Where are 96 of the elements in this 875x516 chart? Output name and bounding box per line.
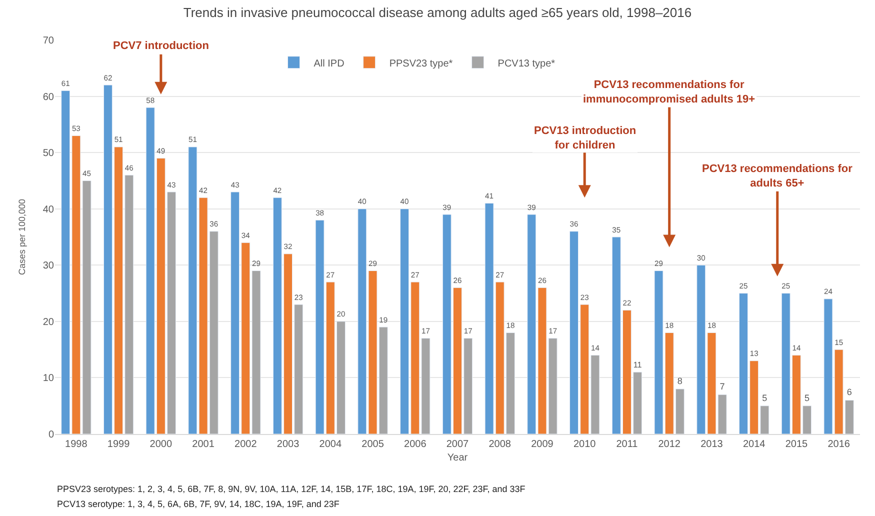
data-label: 23 (580, 292, 589, 302)
y-tick-label: 30 (42, 260, 54, 272)
data-label: 18 (506, 320, 515, 330)
data-label: 42 (199, 186, 208, 195)
y-tick-label: 40 (42, 204, 54, 216)
data-label: 8 (677, 376, 682, 386)
x-tick-label: 2015 (785, 439, 808, 450)
data-label: 23 (294, 292, 303, 302)
data-label: 20 (336, 310, 346, 319)
x-tick-label: 2009 (531, 439, 554, 450)
x-tick-label: 2001 (192, 439, 215, 450)
x-tick-label: 2004 (319, 439, 342, 450)
data-label: 14 (590, 344, 600, 353)
text: PCV13 serotype: 1, 3, 4, 5, 6A, 6B, 7F, 9V, 14, 18C, 19A, 19F, and 23F (57, 499, 340, 509)
data-label: 29 (368, 259, 377, 268)
x-tick-label: 2014 (742, 439, 766, 450)
data-label: 27 (496, 270, 504, 280)
data-label: 19 (379, 315, 388, 324)
x-tick-label: 2006 (404, 439, 427, 450)
data-label: 43 (230, 180, 240, 190)
data-label: 40 (400, 197, 409, 206)
y-tick-label: 50 (42, 148, 54, 160)
data-label: 17 (548, 326, 558, 336)
data-label: 38 (316, 208, 324, 218)
x-tick-label: 2000 (150, 439, 172, 450)
x-axis-title: Year (447, 452, 468, 464)
data-label: 35 (612, 225, 621, 234)
data-label: 5 (762, 392, 768, 403)
data-label: 26 (453, 276, 462, 285)
data-label: 39 (527, 202, 536, 212)
data-label: 14 (792, 344, 802, 353)
x-tick-label: 2007 (446, 439, 470, 450)
annotation: PCV13 recommendations for immunocompromised adults 19+ (583, 79, 756, 106)
x-tick-label: 2013 (700, 439, 724, 450)
y-tick-label: 10 (42, 373, 54, 384)
data-label: 45 (82, 169, 92, 178)
data-label: 61 (61, 78, 70, 88)
data-label: 27 (410, 270, 420, 280)
x-tick-label: 1999 (107, 439, 130, 450)
data-label: 26 (538, 276, 546, 285)
data-label: 25 (782, 282, 790, 291)
x-tick-label: 2011 (616, 439, 638, 450)
data-label: 42 (273, 186, 282, 195)
y-tick-label: 0 (48, 430, 54, 440)
data-label: 17 (464, 326, 472, 336)
data-label: 36 (210, 220, 218, 229)
data-label: 15 (834, 338, 844, 347)
data-label: 46 (124, 163, 134, 172)
x-tick-label: 2005 (362, 439, 384, 450)
x-tick-label: 2003 (276, 439, 300, 450)
x-tick-label: 2010 (573, 439, 596, 450)
data-label: 39 (442, 202, 452, 212)
y-tick-label: 60 (42, 92, 54, 103)
legend-label: All IPD (314, 58, 344, 70)
data-label: 24 (824, 287, 834, 296)
data-label: 40 (358, 197, 366, 206)
data-label: 32 (284, 242, 292, 252)
x-tick-label: 2012 (658, 439, 681, 450)
y-axis-title: Cases per 100,000 (17, 198, 28, 276)
x-tick-label: 1998 (65, 439, 88, 450)
data-label: 49 (156, 146, 166, 156)
data-label: 18 (707, 320, 716, 330)
data-label: 51 (114, 135, 123, 144)
data-label: 62 (104, 73, 112, 82)
data-label: 36 (570, 220, 578, 229)
y-tick-label: 70 (42, 36, 54, 46)
data-label: 11 (633, 360, 642, 370)
x-tick-label: 2008 (488, 439, 512, 450)
data-label: 7 (720, 382, 725, 392)
x-tick-label: 2016 (828, 439, 850, 450)
data-label: 53 (72, 124, 80, 133)
y-tick-label: 20 (42, 316, 54, 328)
data-label: 6 (846, 387, 852, 398)
data-label: 29 (252, 259, 260, 268)
data-label: 17 (421, 326, 430, 336)
annotation: PCV7 introduction (113, 40, 210, 52)
data-label: 51 (188, 135, 197, 144)
annotation: PCV13 introduction for children (534, 125, 636, 152)
data-label: 5 (804, 392, 810, 403)
x-tick-label: 2002 (234, 439, 258, 450)
legend-label: PCV13 type* (498, 58, 556, 70)
data-label: 22 (622, 298, 632, 308)
annotation: PCV13 recommendations for adults 65+ (702, 163, 854, 190)
text: PPSV23 serotypes: 1, 2, 3, 4, 5, 6B, 7F, 8, 9N, 9V, 10A, 11A, 12F, 14, 15B, 17F, 18C, 19A, 19F, 20, 22F, 23F, and 33F (57, 484, 526, 494)
data-label: 29 (654, 259, 663, 268)
chart-title: Trends in invasive pneumococcal disease among adults aged ≥65 years old, 1998–2016 (183, 4, 692, 20)
data-label: 18 (665, 321, 674, 330)
data-label: 13 (750, 349, 758, 358)
data-label: 25 (739, 282, 748, 291)
data-label: 43 (167, 180, 176, 190)
data-label: 58 (146, 96, 155, 105)
legend-label: PPSV23 type* (389, 58, 453, 70)
data-label: 30 (696, 253, 706, 262)
data-label: 41 (485, 192, 494, 201)
data-label: 27 (326, 270, 335, 280)
data-label: 34 (241, 230, 251, 240)
